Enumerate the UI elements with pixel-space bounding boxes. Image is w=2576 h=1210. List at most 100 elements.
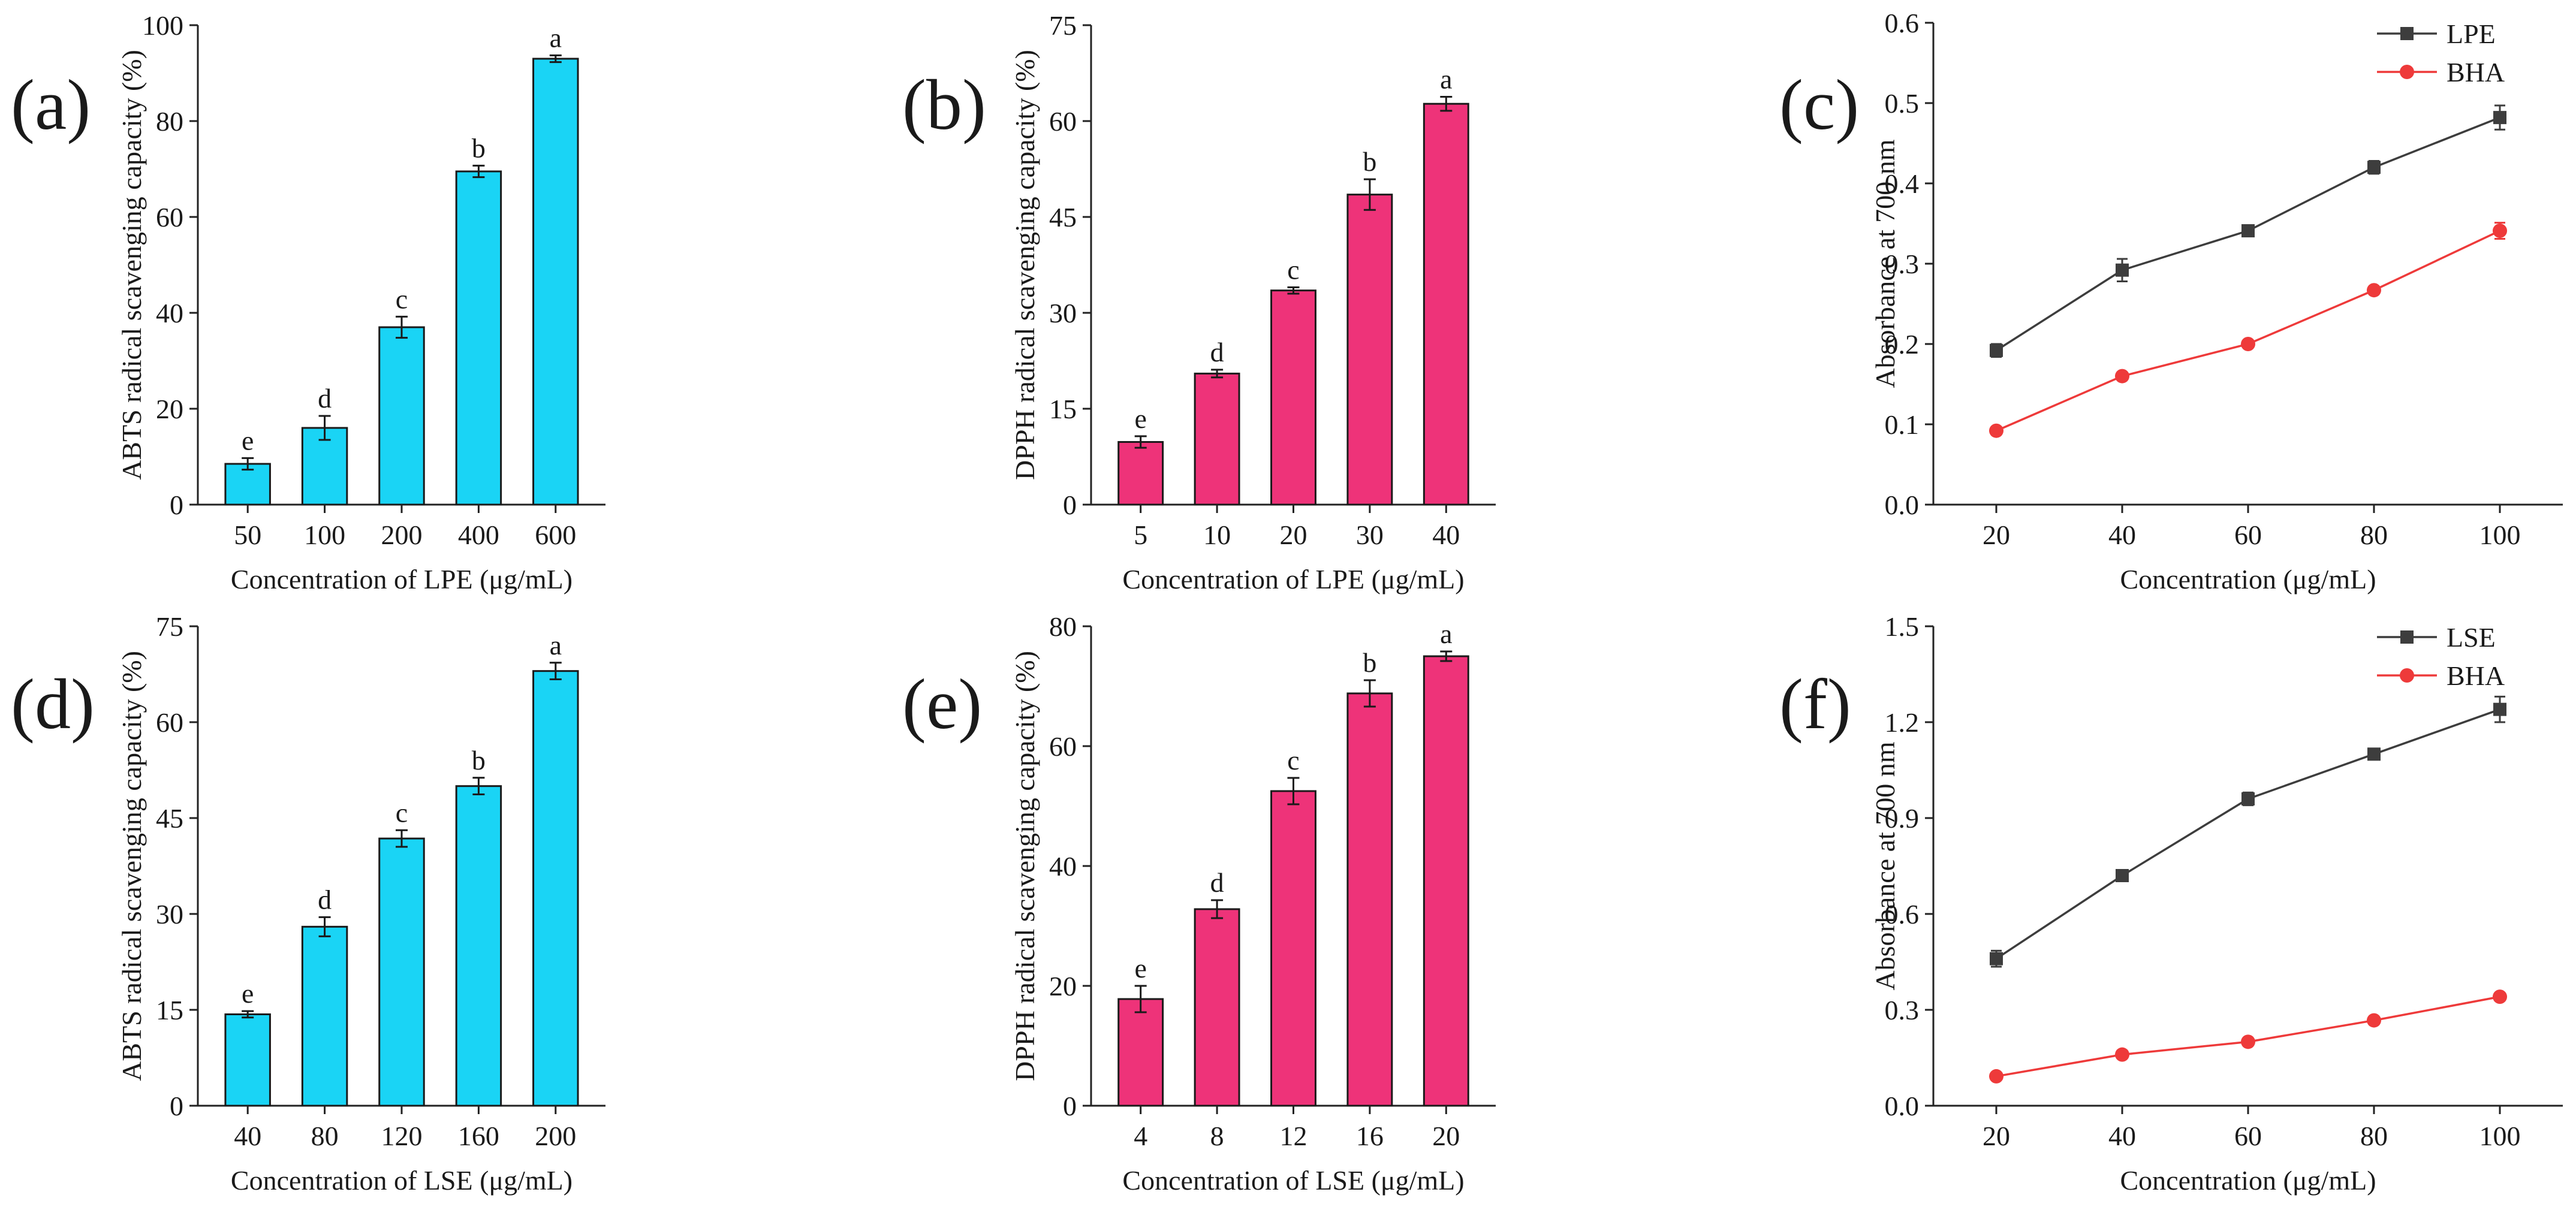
x-tick-label: 20 [1432,1121,1460,1151]
significance-letter: e [1134,403,1146,434]
x-tick-label: 40 [234,1121,261,1151]
y-tick-label: 75 [1049,10,1077,41]
x-tick-label: 20 [1983,1121,2010,1151]
data-point [2116,263,2129,277]
x-tick-label: 40 [2108,1121,2136,1151]
x-tick-label: 40 [1432,520,1460,550]
significance-letter: a [550,22,562,53]
y-tick-label: 20 [1049,971,1077,1001]
bar [1117,440,1164,506]
legend-label: LSE [2447,622,2496,653]
significance-letter: d [1210,867,1224,898]
y-tick-label: 0 [170,490,183,520]
y-tick-label: 20 [156,394,183,424]
x-tick-label: 160 [458,1121,499,1151]
y-tick-label: 0.9 [1885,803,1920,834]
bar [1423,102,1469,506]
y-axis-label: ABTS radical scavenging capacity (%) [116,50,147,480]
panel-label: (e) [902,664,982,744]
bar [1346,692,1393,1107]
x-tick-label: 60 [2234,520,2262,550]
significance-letter: b [1363,647,1376,678]
data-point [2493,224,2507,239]
x-tick-label: 100 [304,520,345,550]
significance-letter: e [242,978,254,1009]
x-tick-label: 200 [535,1121,576,1151]
y-tick-label: 0.0 [1885,490,1920,520]
data-point [2367,161,2381,174]
x-tick-label: 40 [2108,520,2136,550]
data-point [2241,337,2255,351]
y-axis-label: ABTS radical scavenging capacity (%) [116,651,147,1081]
y-tick-label: 60 [1049,731,1077,762]
panel-label: (f) [1779,664,1851,744]
bar [1117,998,1164,1107]
y-tick-label: 0.1 [1885,409,1920,440]
y-tick-label: 60 [156,202,183,233]
data-point [2367,1013,2381,1028]
series-line-lse [1996,708,2500,960]
bar [1423,655,1469,1107]
y-tick-label: 30 [156,899,183,930]
significance-letter: a [550,630,562,660]
significance-letter: d [318,383,332,414]
x-axis-label: Concentration of LSE (μg/mL) [1122,1165,1464,1196]
x-tick-label: 20 [1280,520,1307,550]
y-tick-label: 60 [1049,106,1077,137]
significance-letter: e [242,425,254,455]
x-tick-label: 80 [2360,520,2388,550]
y-tick-label: 0.3 [1885,249,1920,279]
panel-label: (c) [1779,65,1859,144]
y-tick-label: 100 [142,10,183,41]
y-tick-label: 0.3 [1885,995,1920,1025]
x-tick-label: 200 [381,520,423,550]
bar [1270,790,1316,1107]
x-tick-label: 120 [381,1121,423,1151]
bar [455,785,502,1107]
x-tick-label: 20 [1983,520,2010,550]
y-tick-label: 80 [156,106,183,137]
data-point [1989,423,2003,438]
y-tick-label: 15 [156,995,183,1025]
y-axis-label: Absorbance at 700 nm [1870,741,1900,990]
x-tick-label: 50 [234,520,261,550]
x-tick-label: 16 [1356,1121,1384,1151]
data-point [2115,369,2129,384]
legend-label: BHA [2447,660,2505,691]
bar [455,170,502,506]
x-axis-label: Concentration of LPE (μg/mL) [1122,564,1464,595]
significance-letter: b [472,745,486,776]
significance-letter: b [472,132,486,163]
bar-panel-1: (a) 0 20 40 60 80 100 ABTS radical scavenging c… [11,10,605,595]
y-axis-label: DPPH radical scavenging capacity (%) [1010,50,1040,480]
x-tick-label: 80 [311,1121,339,1151]
bar [1346,194,1393,506]
x-tick-label: 600 [535,520,576,550]
bar [378,837,425,1107]
x-tick-label: 80 [2360,1121,2388,1151]
y-axis-label: DPPH radical scavenging capacity (%) [1010,651,1040,1081]
data-point [2493,111,2506,125]
x-tick-label: 5 [1134,520,1147,550]
y-tick-label: 45 [156,803,183,834]
bar-panel-4: (d) 0 15 30 45 60 75 ABTS radical scavenging ca… [11,611,605,1196]
y-tick-label: 0 [1063,1091,1077,1121]
y-axis-label: Absorbance at 700 nm [1870,139,1900,388]
significance-letter: c [1287,254,1299,285]
bar [1194,372,1240,506]
bar [224,463,271,506]
y-tick-label: 0.5 [1885,88,1920,119]
x-tick-label: 10 [1203,520,1231,550]
significance-letter: e [1134,953,1146,983]
series-line-bha [1996,230,2500,432]
y-tick-label: 0.4 [1885,168,1920,199]
y-tick-label: 30 [1049,298,1077,328]
panel-label: (b) [902,65,986,144]
significance-letter: a [1440,618,1452,649]
legend-marker [2400,668,2414,683]
legend-label: BHA [2447,57,2505,87]
y-tick-label: 0 [1063,490,1077,520]
bar [1194,908,1240,1107]
bar [532,58,579,506]
